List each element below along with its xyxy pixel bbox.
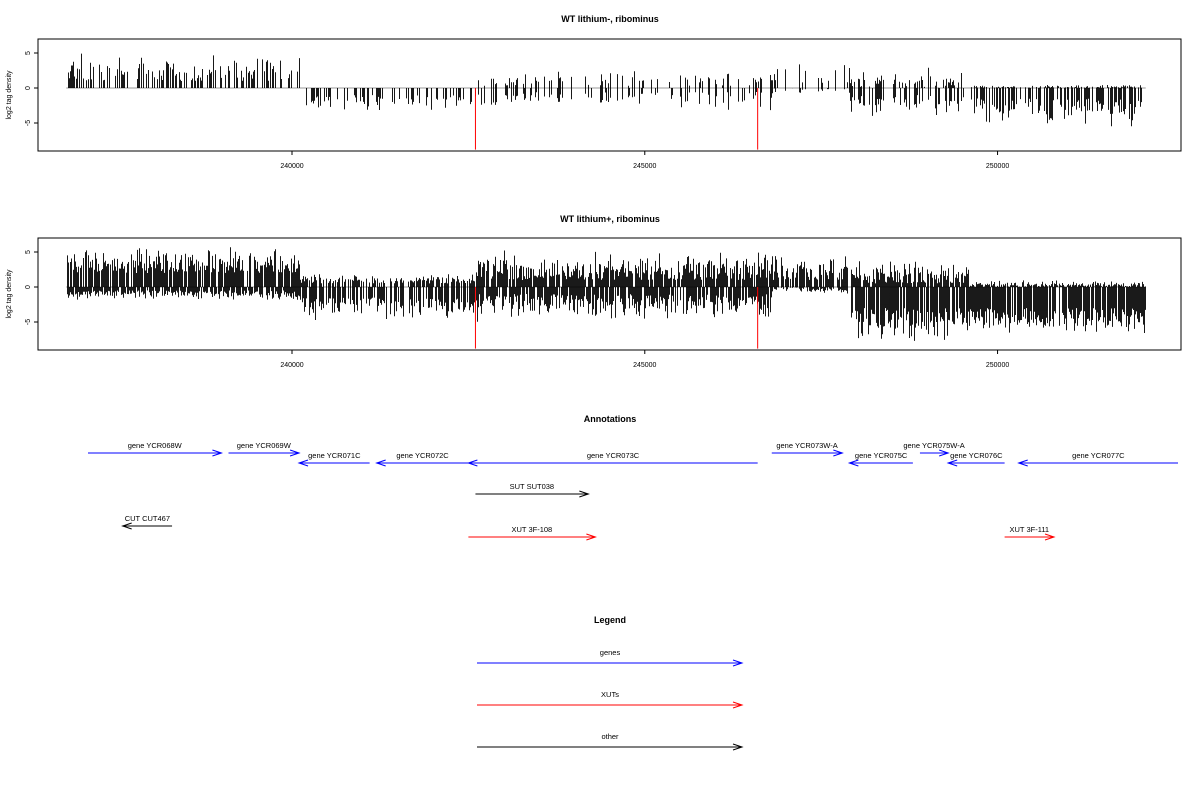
legend-title: Legend xyxy=(594,615,626,625)
annotation-feature: gene YCR075W-A xyxy=(903,441,965,457)
x-tick-label: 250000 xyxy=(986,163,1009,170)
arrow-head-icon xyxy=(939,449,950,457)
arrow-head-icon xyxy=(732,743,744,751)
annotations-track: Annotations gene YCR068W gene YCR069Wgene… xyxy=(88,414,1178,541)
legend: Legend genes XUTs other xyxy=(477,615,744,751)
arrow-head-icon xyxy=(586,533,597,541)
annotation-feature: gene YCR069W xyxy=(228,441,301,457)
x-tick-label: 250000 xyxy=(986,362,1009,369)
arrow-head-icon xyxy=(732,659,744,667)
signal-bar-series xyxy=(68,53,1142,127)
arrow-head-icon xyxy=(289,449,301,457)
feature-label: gene YCR071C xyxy=(308,451,361,460)
track-panel-lithium-plus: WT lithium+, ribominus log2 tag density … xyxy=(6,214,1182,369)
feature-label: gene YCR076C xyxy=(950,451,1003,460)
annotation-feature: XUT 3F-111 xyxy=(1004,525,1056,541)
legend-items: genes XUTs other xyxy=(477,648,744,751)
annotation-feature: gene YCR075C xyxy=(847,451,913,467)
panel-title: WT lithium+, ribominus xyxy=(560,214,660,224)
feature-label: XUT 3F-111 xyxy=(1010,525,1050,534)
feature-label: gene YCR073C xyxy=(587,451,640,460)
feature-label: gene YCR068W xyxy=(128,441,183,450)
legend-item: other xyxy=(477,732,744,751)
legend-item: XUTs xyxy=(477,690,744,709)
arrow-head-icon xyxy=(121,522,132,530)
annotations-title: Annotations xyxy=(584,414,637,424)
annotation-feature: gene YCR076C xyxy=(946,451,1005,467)
arrow-head-icon xyxy=(847,459,859,467)
annotation-feature: gene YCR071C xyxy=(297,451,370,467)
feature-label: XUT 3F-108 xyxy=(512,525,553,534)
annotation-feature: SUT SUT038 xyxy=(475,482,590,498)
annotation-feature: gene YCR077C xyxy=(1017,451,1178,467)
arrow-head-icon xyxy=(1044,533,1056,541)
y-tick-label: 0 xyxy=(25,86,32,90)
signal-bars xyxy=(66,53,1146,127)
y-axis-label: log2 tag density xyxy=(6,269,13,319)
panel-title: WT lithium-, ribominus xyxy=(561,14,659,24)
arrow-head-icon xyxy=(579,490,590,498)
signal-bars xyxy=(66,247,1146,341)
x-axis: 240000 245000 250000 xyxy=(280,151,1009,170)
x-axis: 240000 245000 250000 xyxy=(280,350,1009,369)
arrow-head-icon xyxy=(732,701,744,709)
legend-label: XUTs xyxy=(601,690,619,699)
annotation-feature: gene YCR072C xyxy=(375,451,469,467)
y-tick-label: -5 xyxy=(25,319,32,325)
arrow-head-icon xyxy=(466,459,478,467)
arrow-head-icon xyxy=(833,449,844,457)
feature-label: gene YCR069W xyxy=(237,441,292,450)
annotation-feature: gene YCR073C xyxy=(466,451,758,467)
feature-label: gene YCR073W-A xyxy=(776,441,837,450)
plot-frame xyxy=(37,237,1182,351)
annotation-feature: gene YCR073W-A xyxy=(771,441,844,457)
arrow-head-icon xyxy=(375,459,386,467)
arrow-head-icon xyxy=(212,449,224,457)
legend-label: genes xyxy=(600,648,621,657)
y-tick-label: 5 xyxy=(25,51,32,55)
y-axis: 5 0 -5 xyxy=(25,250,38,325)
x-tick-label: 240000 xyxy=(280,163,303,170)
feature-label: CUT CUT467 xyxy=(125,514,170,523)
arrow-head-icon xyxy=(1017,459,1028,467)
signal-bar-series xyxy=(67,247,1146,341)
feature-label: gene YCR075C xyxy=(855,451,908,460)
arrow-head-icon xyxy=(297,459,309,467)
feature-label: gene YCR075W-A xyxy=(903,441,964,450)
feature-label: gene YCR072C xyxy=(396,451,449,460)
y-axis: 5 0 -5 xyxy=(25,51,38,126)
legend-item: genes xyxy=(477,648,744,667)
marker-lines xyxy=(474,88,759,150)
y-axis-label: log2 tag density xyxy=(6,70,13,120)
x-tick-label: 245000 xyxy=(633,163,656,170)
y-tick-label: 0 xyxy=(25,285,32,289)
annotation-feature: gene YCR068W xyxy=(88,441,224,457)
track-panel-lithium-minus: WT lithium-, ribominus log2 tag density … xyxy=(6,14,1182,170)
legend-label: other xyxy=(601,732,619,741)
feature-label: SUT SUT038 xyxy=(510,482,554,491)
x-tick-label: 240000 xyxy=(280,362,303,369)
y-tick-label: -5 xyxy=(25,120,32,126)
annotation-feature: XUT 3F-108 xyxy=(468,525,597,541)
y-tick-label: 5 xyxy=(25,250,32,254)
arrow-head-icon xyxy=(946,459,958,467)
x-tick-label: 245000 xyxy=(633,362,656,369)
feature-label: gene YCR077C xyxy=(1072,451,1125,460)
annotation-feature: CUT CUT467 xyxy=(121,514,173,530)
annotation-features: gene YCR068W gene YCR069W gene YCR071C gene… xyxy=(88,441,1178,541)
marker-lines xyxy=(474,287,759,349)
plot-frame xyxy=(37,38,1182,152)
